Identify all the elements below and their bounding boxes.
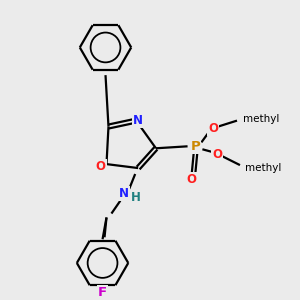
Text: O: O	[208, 122, 218, 135]
Text: F: F	[98, 286, 107, 299]
Text: P: P	[190, 140, 200, 153]
Text: N: N	[133, 114, 143, 127]
Text: O: O	[96, 160, 106, 172]
Text: methyl: methyl	[245, 163, 281, 173]
Text: O: O	[212, 148, 222, 161]
Text: methyl: methyl	[243, 114, 279, 124]
Text: H: H	[131, 191, 141, 204]
Text: N: N	[119, 187, 129, 200]
Text: O: O	[187, 173, 196, 186]
